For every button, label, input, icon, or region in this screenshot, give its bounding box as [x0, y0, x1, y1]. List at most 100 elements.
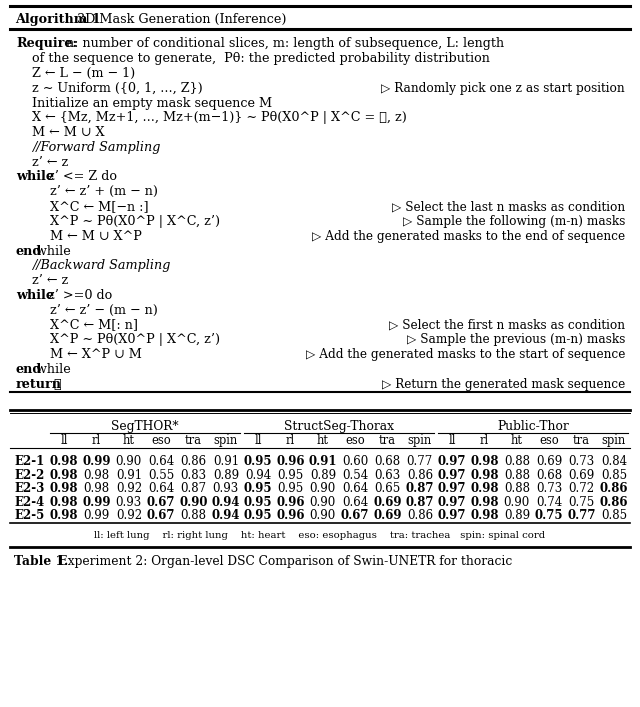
Text: 0.90: 0.90: [310, 496, 336, 509]
Text: ▷ Randomly pick one z as start position: ▷ Randomly pick one z as start position: [381, 82, 625, 95]
Text: 0.90: 0.90: [310, 509, 336, 522]
Text: 0.68: 0.68: [374, 455, 401, 468]
Text: 0.93: 0.93: [212, 482, 239, 496]
Text: 3D Mask Generation (Inference): 3D Mask Generation (Inference): [73, 13, 287, 25]
Text: 0.54: 0.54: [342, 469, 368, 482]
Text: //Forward Sampling: //Forward Sampling: [32, 141, 161, 154]
Text: 0.95: 0.95: [244, 455, 273, 468]
Text: 0.69: 0.69: [373, 509, 402, 522]
Text: 0.97: 0.97: [438, 455, 467, 468]
Text: X ← {Mz, Mz+1, ..., Mz+(m−1)} ∼ Pθ(X0^P | X^C = ∅, z): X ← {Mz, Mz+1, ..., Mz+(m−1)} ∼ Pθ(X0^P …: [32, 111, 407, 124]
Text: 0.89: 0.89: [504, 509, 530, 522]
Text: 0.95: 0.95: [244, 482, 273, 496]
Text: ▷ Select the first n masks as condition: ▷ Select the first n masks as condition: [389, 318, 625, 332]
Text: eso: eso: [151, 434, 171, 447]
Text: z’ ← z: z’ ← z: [32, 274, 68, 287]
Text: 0.67: 0.67: [147, 496, 175, 509]
Text: E2-2: E2-2: [14, 469, 44, 482]
Text: z’ ← z’ + (m − n): z’ ← z’ + (m − n): [50, 185, 158, 198]
Text: ll: ll: [449, 434, 456, 447]
Text: 0.98: 0.98: [83, 469, 109, 482]
Text: 0.88: 0.88: [504, 482, 530, 496]
Text: 0.72: 0.72: [568, 482, 595, 496]
Text: 0.94: 0.94: [212, 496, 240, 509]
Text: ht: ht: [511, 434, 523, 447]
Text: //Backward Sampling: //Backward Sampling: [32, 259, 170, 272]
Text: z’ <= Z do: z’ <= Z do: [44, 170, 116, 184]
Text: 0.98: 0.98: [470, 482, 499, 496]
Text: ℳ: ℳ: [53, 378, 61, 391]
Text: 0.77: 0.77: [567, 509, 596, 522]
Text: while: while: [16, 289, 54, 302]
Text: 0.74: 0.74: [536, 496, 563, 509]
Text: 0.98: 0.98: [470, 455, 499, 468]
Text: ll: left lung    rl: right lung    ht: heart    eso: esophagus    tra: trachea  : ll: left lung rl: right lung ht: heart e…: [95, 531, 545, 539]
Text: z’ ← z: z’ ← z: [32, 156, 68, 169]
Text: spin: spin: [214, 434, 238, 447]
Text: 0.89: 0.89: [310, 469, 336, 482]
Text: ▷ Select the last n masks as condition: ▷ Select the last n masks as condition: [392, 200, 625, 213]
Text: 0.98: 0.98: [470, 496, 499, 509]
Text: 0.86: 0.86: [600, 482, 628, 496]
Text: while: while: [33, 245, 71, 257]
Text: 0.97: 0.97: [438, 469, 467, 482]
Text: rl: rl: [286, 434, 295, 447]
Text: 0.87: 0.87: [406, 482, 434, 496]
Text: E2-3: E2-3: [14, 482, 44, 496]
Text: tra: tra: [573, 434, 590, 447]
Text: 0.94: 0.94: [212, 509, 240, 522]
Text: 0.64: 0.64: [148, 455, 174, 468]
Text: n: number of conditional slices, m: length of subsequence, L: length: n: number of conditional slices, m: leng…: [62, 37, 504, 50]
Text: 0.95: 0.95: [277, 482, 303, 496]
Text: 0.95: 0.95: [277, 469, 303, 482]
Text: 0.92: 0.92: [116, 482, 142, 496]
Text: Experiment 2: Organ-level DSC Comparison of Swin-UNETR for thoracic: Experiment 2: Organ-level DSC Comparison…: [55, 555, 512, 568]
Text: rl: rl: [92, 434, 101, 447]
Text: 0.99: 0.99: [83, 509, 109, 522]
Text: 0.95: 0.95: [244, 496, 273, 509]
Text: 0.96: 0.96: [276, 509, 305, 522]
Text: 0.98: 0.98: [470, 509, 499, 522]
Text: 0.86: 0.86: [407, 509, 433, 522]
Text: 0.86: 0.86: [180, 455, 207, 468]
Text: 0.98: 0.98: [50, 455, 79, 468]
Text: ▷ Return the generated mask sequence: ▷ Return the generated mask sequence: [381, 378, 625, 391]
Text: 0.73: 0.73: [568, 455, 595, 468]
Text: 0.83: 0.83: [180, 469, 207, 482]
Text: 0.90: 0.90: [310, 482, 336, 496]
Text: 0.96: 0.96: [276, 496, 305, 509]
Text: while: while: [33, 363, 71, 376]
Text: ht: ht: [317, 434, 329, 447]
Text: X^P ∼ Pθ(X0^P | X^C, z’): X^P ∼ Pθ(X0^P | X^C, z’): [50, 215, 220, 228]
Text: ▷ Sample the previous (m-n) masks: ▷ Sample the previous (m-n) masks: [406, 333, 625, 346]
Text: Algorithm 1: Algorithm 1: [15, 13, 100, 25]
Text: 0.67: 0.67: [341, 509, 369, 522]
Text: Table 1.: Table 1.: [14, 555, 68, 568]
Text: Require:: Require:: [16, 37, 77, 50]
Text: 0.75: 0.75: [535, 509, 563, 522]
Text: E2-4: E2-4: [14, 496, 44, 509]
Text: Z ← L − (m − 1): Z ← L − (m − 1): [32, 67, 135, 80]
Text: 0.85: 0.85: [601, 509, 627, 522]
Text: ll: ll: [60, 434, 68, 447]
Text: while: while: [16, 170, 54, 184]
Text: E2-5: E2-5: [14, 509, 44, 522]
Text: 0.96: 0.96: [276, 455, 305, 468]
Text: 0.63: 0.63: [374, 469, 401, 482]
Text: 0.87: 0.87: [180, 482, 207, 496]
Text: X^C ← M[: n]: X^C ← M[: n]: [50, 318, 138, 332]
Text: ▷ Add the generated masks to the start of sequence: ▷ Add the generated masks to the start o…: [306, 348, 625, 361]
Text: end: end: [16, 245, 42, 257]
Text: 0.98: 0.98: [470, 469, 499, 482]
Text: Public-Thor: Public-Thor: [497, 420, 569, 433]
Text: 0.68: 0.68: [536, 469, 562, 482]
Text: X^C ← M[−n :]: X^C ← M[−n :]: [50, 200, 148, 213]
Text: 0.69: 0.69: [536, 455, 563, 468]
Text: 0.90: 0.90: [116, 455, 142, 468]
Text: M ← M ∪ X^P: M ← M ∪ X^P: [50, 230, 142, 243]
Text: 0.98: 0.98: [83, 482, 109, 496]
Text: 0.65: 0.65: [374, 482, 401, 496]
Text: 0.86: 0.86: [600, 496, 628, 509]
Text: 0.64: 0.64: [342, 482, 368, 496]
Text: 0.69: 0.69: [568, 469, 595, 482]
